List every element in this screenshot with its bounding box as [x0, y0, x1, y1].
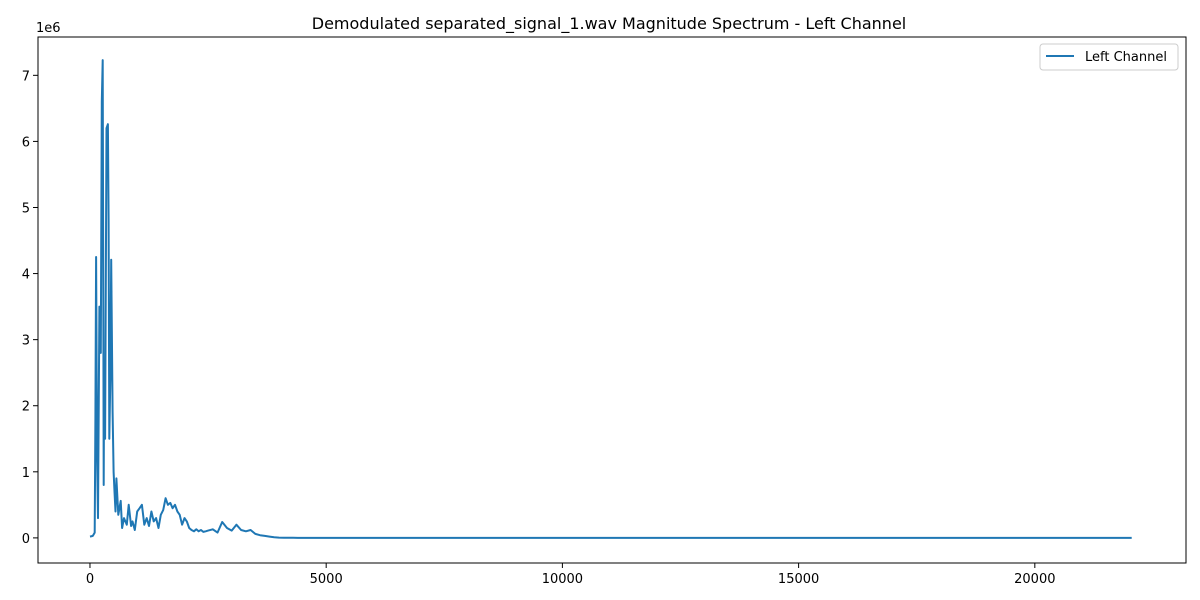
- x-tick-label: 15000: [778, 572, 819, 587]
- y-tick-label: 5: [22, 201, 30, 216]
- axes-frame: [37, 36, 1187, 564]
- y-tick-label: 2: [22, 400, 30, 415]
- legend: Left Channel: [1039, 43, 1179, 71]
- y-tick-label: 6: [22, 135, 30, 150]
- series-layer: [89, 59, 1132, 539]
- y-tick-label: 3: [22, 334, 30, 349]
- chart-title: Demodulated separated_signal_1.wav Magni…: [312, 14, 906, 34]
- y-tick-label: 0: [22, 532, 30, 547]
- x-tick-label: 10000: [542, 572, 583, 587]
- series-line-left-channel: [89, 59, 1132, 539]
- legend-label-left-channel: Left Channel: [1085, 50, 1167, 65]
- y-axis-ticks: 0 1 2 3 4 5 6 7: [22, 69, 38, 547]
- plot-area: [38, 37, 1186, 563]
- x-axis-ticks: 0 5000 10000 15000 20000: [86, 563, 1056, 587]
- x-tick-label: 20000: [1014, 572, 1055, 587]
- legend-box: [1039, 43, 1179, 71]
- y-tick-label: 4: [22, 268, 30, 283]
- x-tick-label: 5000: [310, 572, 343, 587]
- y-tick-label: 7: [22, 69, 30, 84]
- x-tick-label: 0: [86, 572, 94, 587]
- y-offset-label: 1e6: [36, 21, 61, 36]
- y-tick-label: 1: [22, 466, 30, 481]
